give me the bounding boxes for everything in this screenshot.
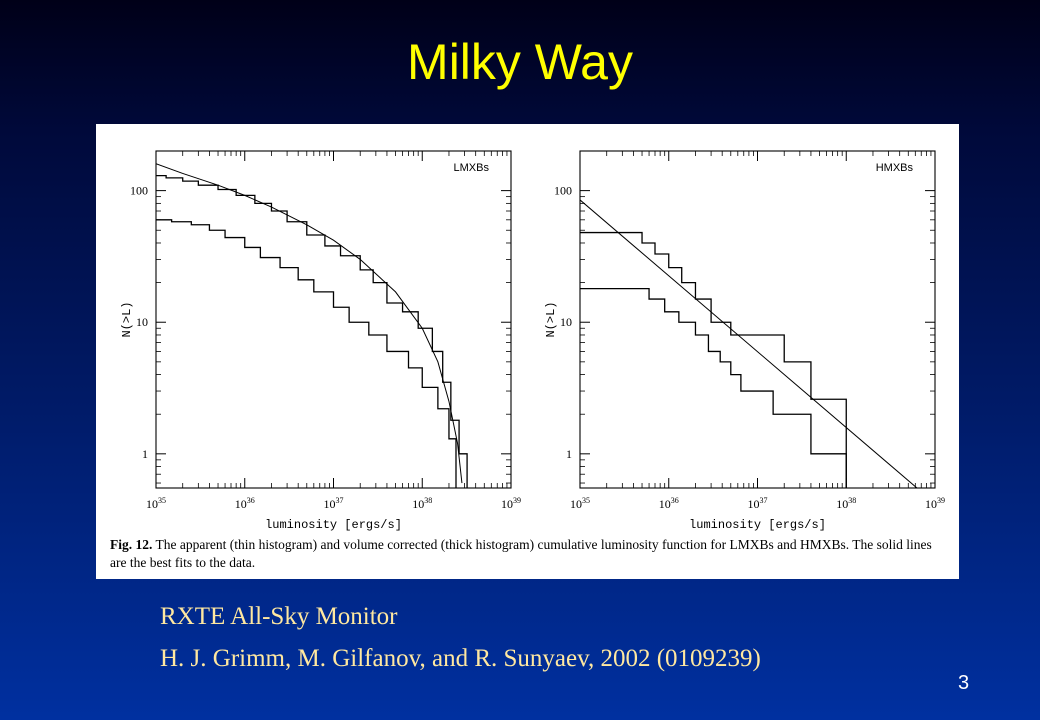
- y-tick-label: 10: [136, 315, 148, 329]
- x-tick-label: 1038: [412, 496, 432, 511]
- step-histogram-0: [156, 174, 468, 488]
- y-tick-label: 1: [142, 447, 148, 461]
- y-tick-label: 100: [130, 184, 148, 198]
- credit-instrument: RXTE All-Sky Monitor: [160, 603, 398, 630]
- y-tick-label: 10: [560, 315, 572, 329]
- slide-number: 3: [958, 672, 970, 694]
- y-axis-title: N(>L): [544, 301, 558, 337]
- plot-frame: [579, 150, 936, 489]
- fit-line: [156, 163, 463, 484]
- slide-title: Milky Way: [407, 34, 633, 90]
- x-tick-label: 1035: [146, 496, 166, 511]
- figure-svg: 1035 1036 1037 1038 1039 1 10 100 luminosity [er…: [120, 150, 945, 532]
- x-tick-label: 1039: [501, 496, 521, 511]
- fit-line: [580, 199, 918, 488]
- x-axis-title: luminosity [ergs/s]: [689, 518, 826, 532]
- x-axis-title: luminosity [ergs/s]: [265, 518, 402, 532]
- x-tick-label: 1039: [925, 496, 945, 511]
- x-tick-label: 1037: [748, 496, 768, 511]
- figure-caption: Fig. 12. The apparent (thin histogram) a…: [110, 536, 950, 572]
- figure-panel: 1035 1036 1037 1038 1039 1 10 100 luminosity [er…: [96, 124, 959, 579]
- credit-authors: H. J. Grimm, M. Gilfanov, and R. Sunyaev…: [160, 645, 761, 672]
- panel-label: HMXBs: [876, 162, 914, 174]
- y-axis-title: N(>L): [120, 301, 134, 337]
- step-histogram-1: [156, 219, 457, 488]
- x-tick-label: 1038: [836, 496, 856, 511]
- y-tick-label: 1: [566, 447, 572, 461]
- x-tick-label: 1035: [570, 496, 590, 511]
- plot-frame: [155, 150, 512, 489]
- panel-label: LMXBs: [454, 162, 490, 174]
- y-tick-label: 100: [554, 184, 572, 198]
- x-tick-label: 1036: [659, 496, 679, 511]
- x-tick-label: 1037: [324, 496, 344, 511]
- step-histogram-0: [580, 231, 847, 488]
- caption-text: The apparent (thin histogram) and volume…: [110, 537, 932, 570]
- caption-label: Fig. 12.: [110, 537, 153, 552]
- x-tick-label: 1036: [235, 496, 255, 511]
- step-histogram-1: [580, 287, 847, 488]
